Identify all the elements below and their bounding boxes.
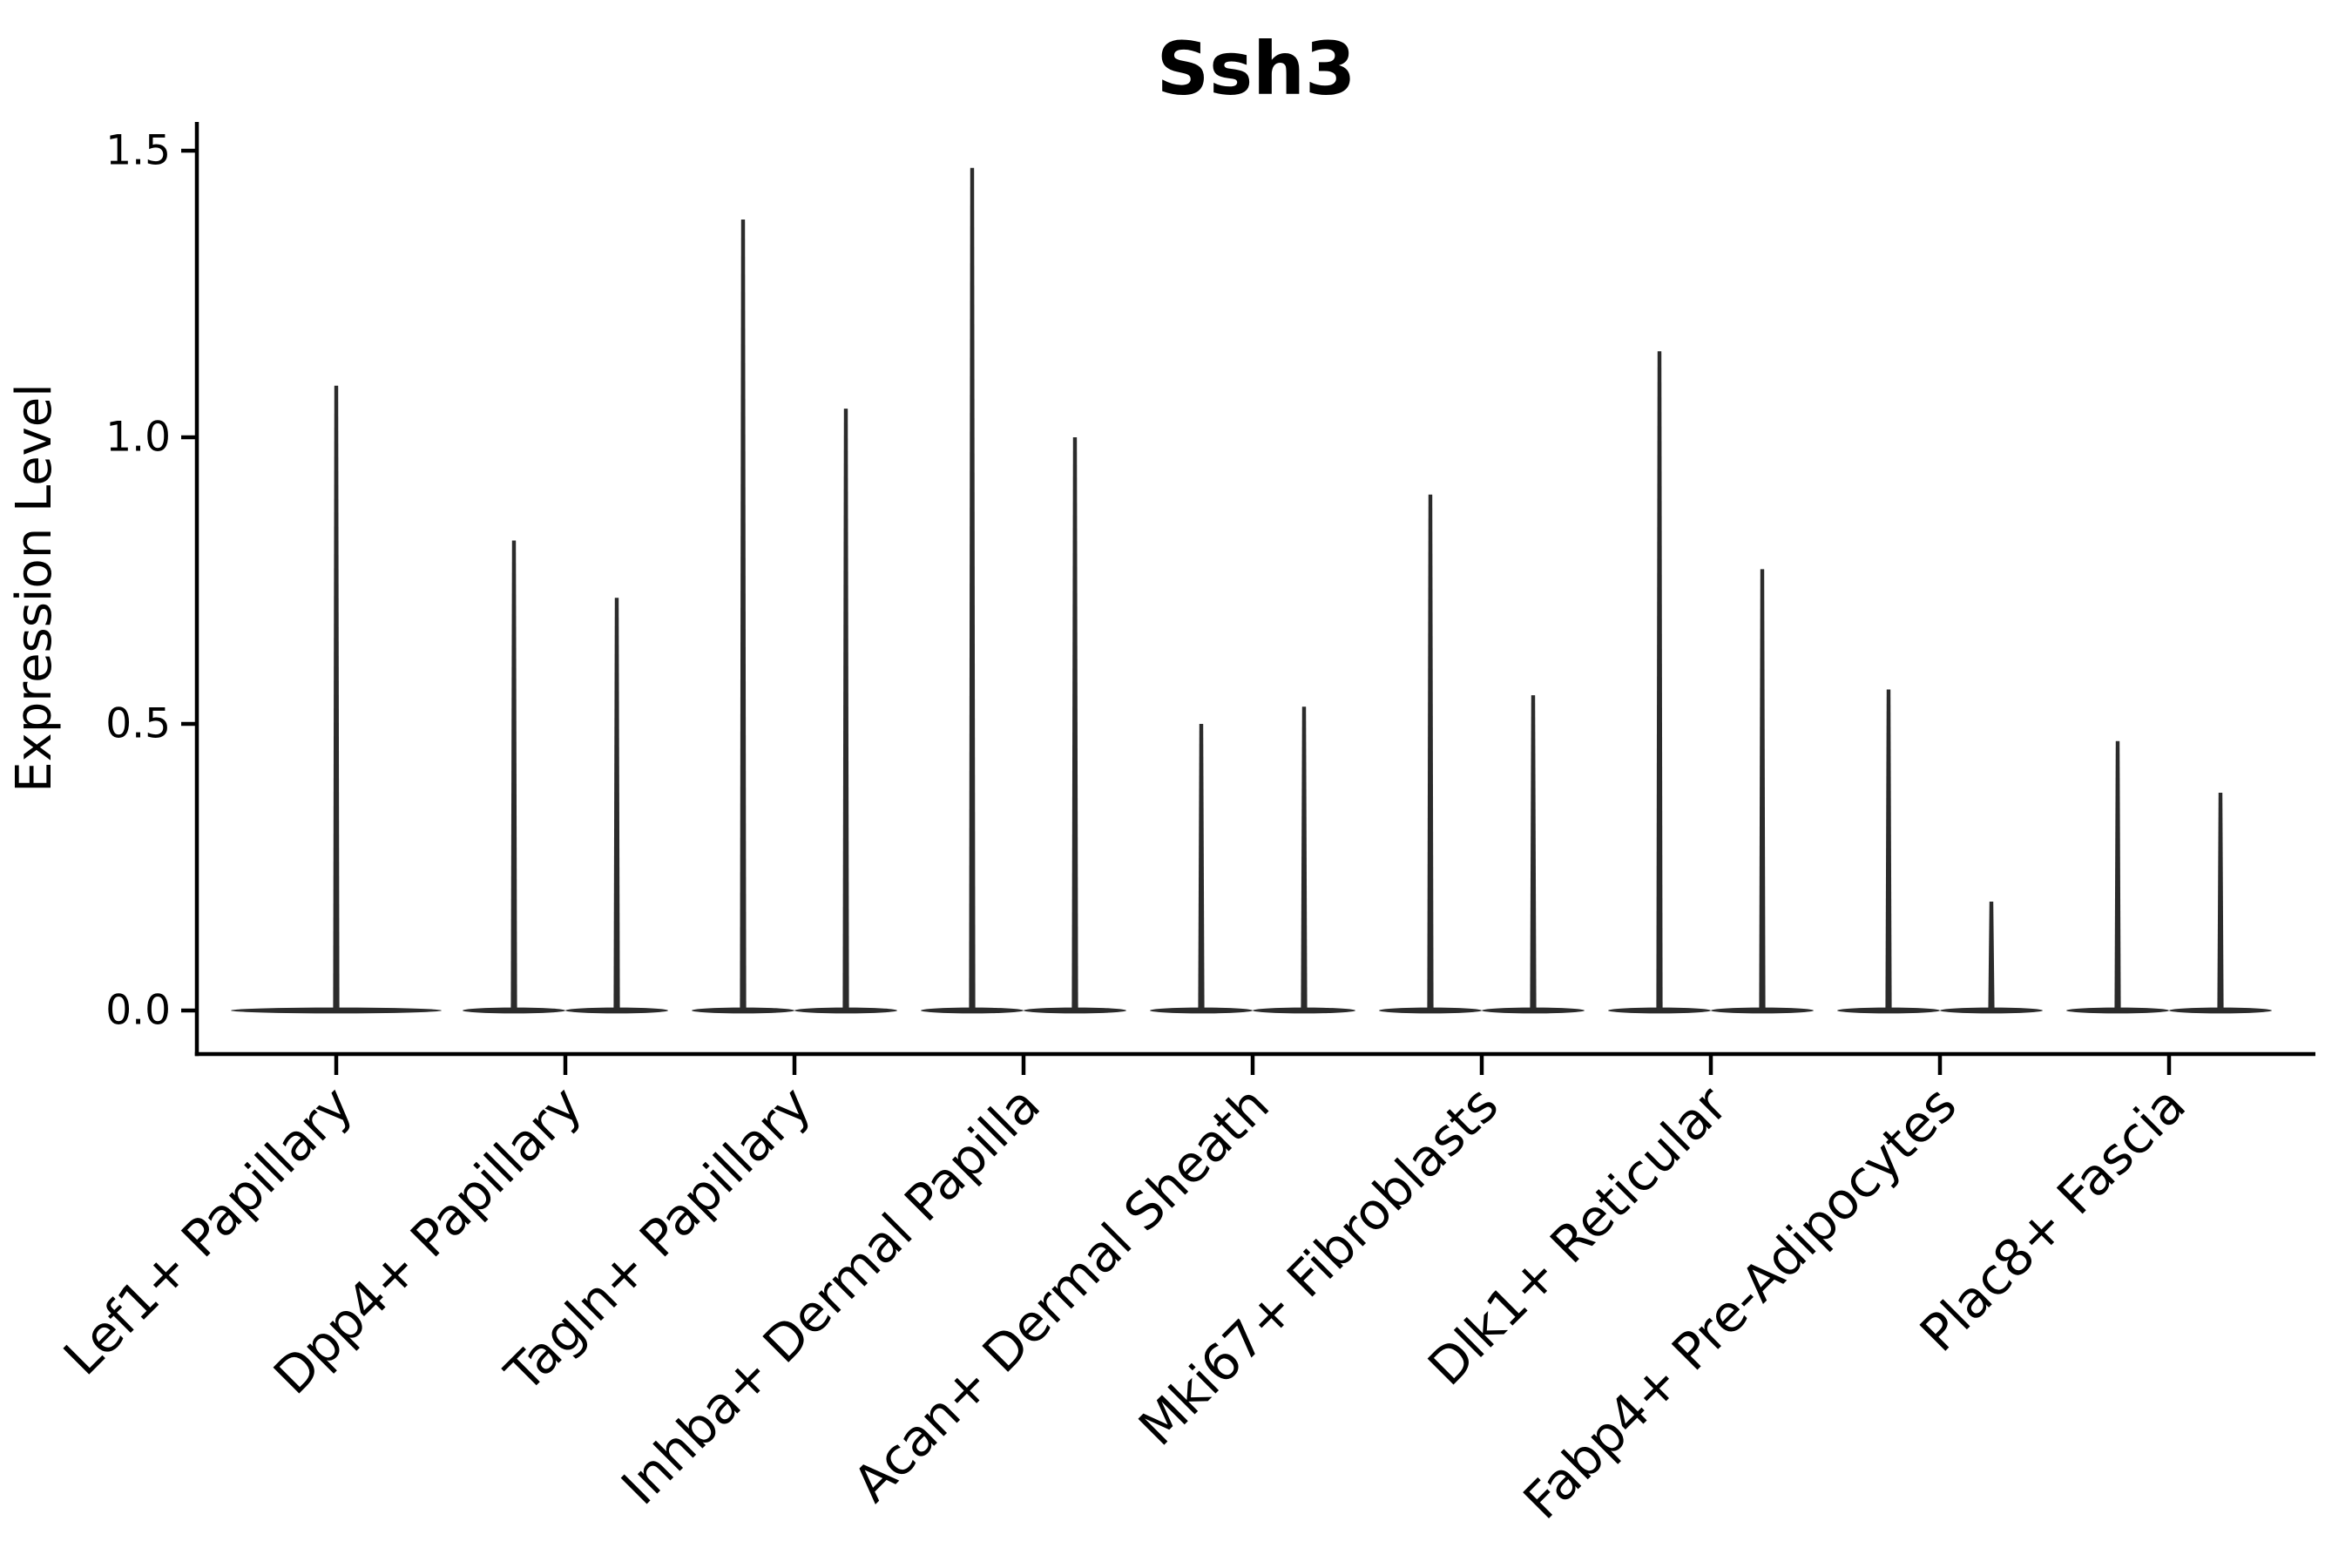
violins-layer [231,167,2272,1014]
violin-needle [2217,792,2224,1011]
y-tick-label: 1.0 [105,414,171,462]
violin-needle [1988,901,1995,1011]
y-ticks-layer: 0.0 0.5 1.0 1.5 [105,127,197,1035]
violin-needle [1759,569,1766,1011]
violin-needle [613,598,620,1011]
violin-needle [1885,689,1892,1011]
y-tick-label: 0.0 [105,987,171,1035]
violin-needle [510,540,517,1011]
violin-needle [740,219,747,1011]
y-axis-label: Expression Level [6,383,63,793]
chart-title: Ssh3 [1157,26,1356,112]
y-tick-label: 1.5 [105,127,171,175]
x-tick-label: Inhba+ Dermal Papilla [610,1075,1051,1517]
violin-needle [2114,740,2121,1011]
x-tick-label: Acan+ Dermal Sheath [841,1075,1280,1513]
x-tick-label: Fabp4+ Pre-Adipocytes [1512,1075,1968,1531]
violin-needle [1071,437,1078,1011]
violin-needle [842,409,849,1012]
violin-needle [1301,706,1308,1011]
violin-needle [969,167,976,1012]
violin-needle [1530,695,1537,1011]
violin-needle [1198,724,1205,1011]
y-tick-label: 0.5 [105,700,171,748]
violin-needle [1427,494,1434,1011]
violin-needle [333,385,340,1011]
violin-needle [1656,351,1663,1011]
axes-layer [194,122,2315,1057]
